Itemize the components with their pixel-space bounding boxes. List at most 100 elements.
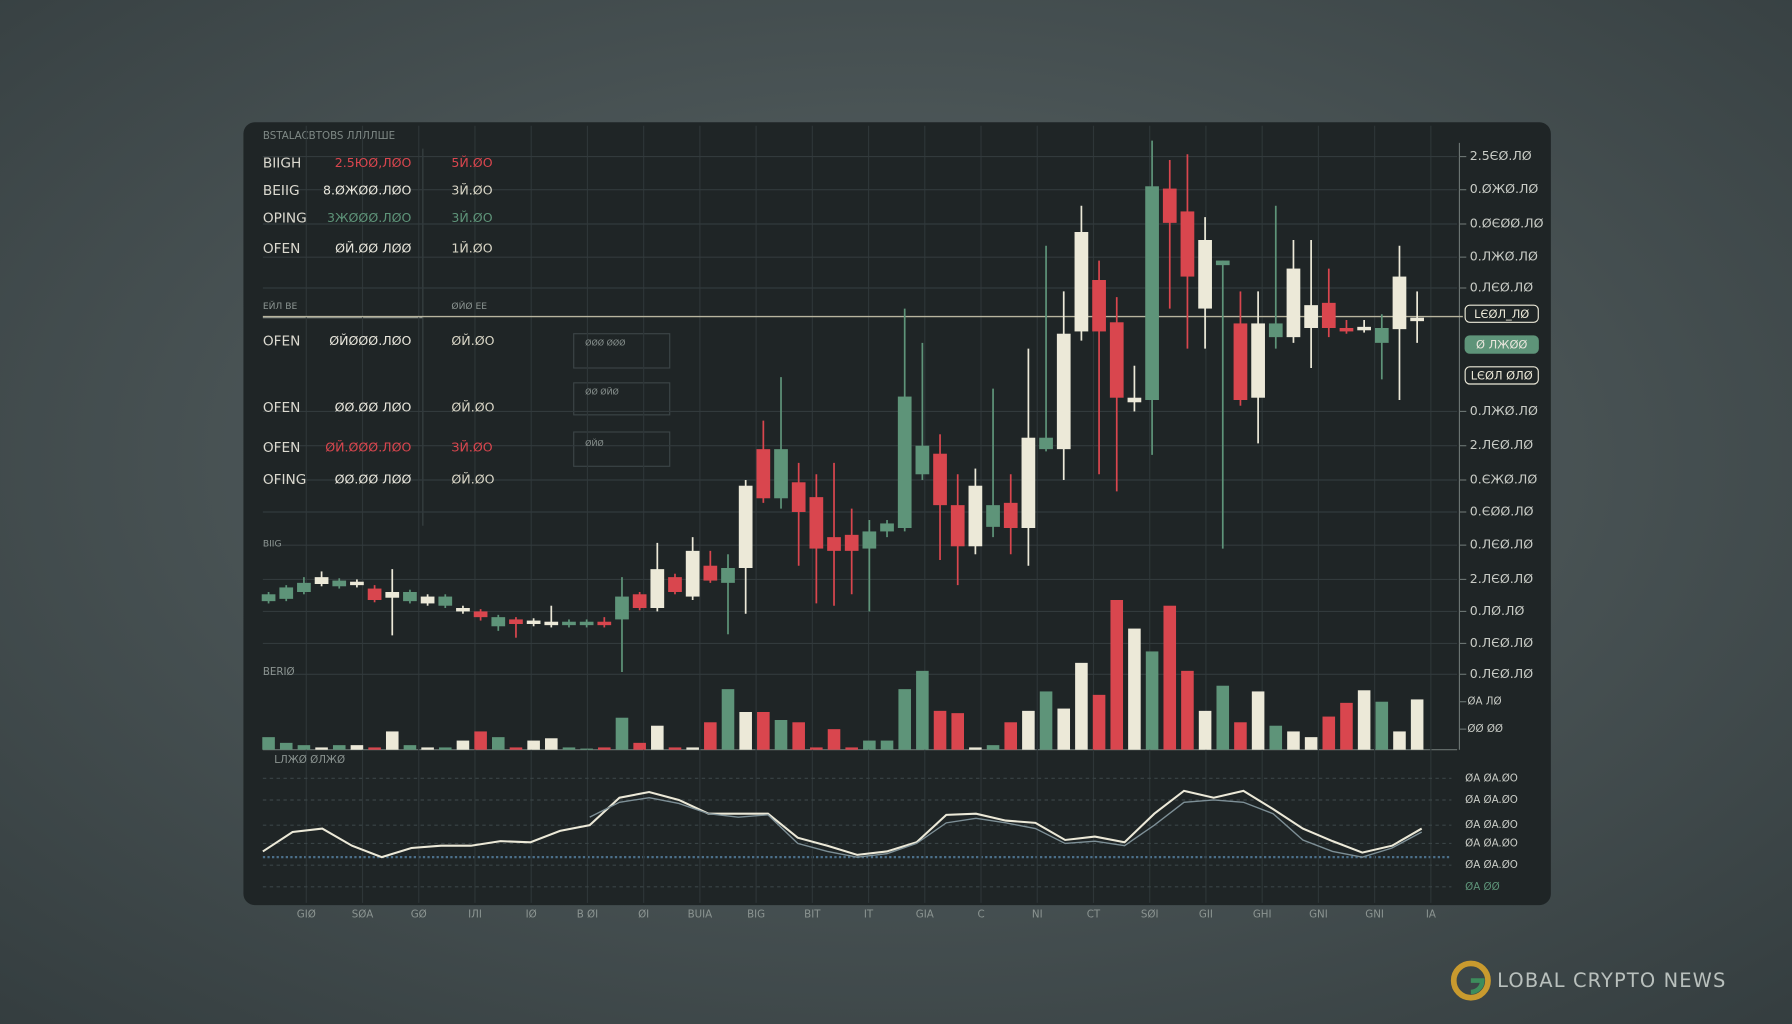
volume-bar <box>774 720 788 750</box>
volume-bar <box>1181 670 1194 750</box>
candle-body <box>862 531 877 549</box>
price-marker <box>1464 335 1539 354</box>
volume-bar <box>1128 628 1141 750</box>
candle-body <box>1339 328 1354 332</box>
candle-body <box>314 577 329 584</box>
volume-bar <box>297 745 311 750</box>
volume-bar <box>279 742 293 750</box>
indicator-line <box>262 789 1423 859</box>
price-marker-label: LЄØЛ ØЛØ <box>1471 369 1533 383</box>
indicator-tick-label: ØA ØA.ØO <box>1465 819 1518 831</box>
volume-bar <box>1163 605 1177 750</box>
volume-bar <box>545 738 558 750</box>
candle-body <box>562 621 576 626</box>
inset-box <box>573 431 671 467</box>
x-tick-label: GII <box>1199 908 1213 920</box>
volume-bar <box>1110 600 1124 750</box>
panel-value: ØЙ.ØØØ.ЛØO <box>325 440 411 455</box>
candle-body <box>367 588 382 600</box>
x-tick-label: ØI <box>638 908 649 920</box>
candle-body <box>1092 280 1106 332</box>
candle-body <box>385 592 400 598</box>
candle-body <box>1304 305 1318 328</box>
candle-body <box>1357 326 1371 331</box>
volume-bar <box>438 747 452 750</box>
volume-bar <box>1004 722 1018 750</box>
volume-bar <box>403 745 417 750</box>
volume-bar <box>1269 725 1283 750</box>
candle-body <box>279 587 294 599</box>
volume-bar <box>368 747 381 750</box>
candle-body <box>438 596 453 606</box>
x-tick-label: IT <box>864 908 874 920</box>
volume-bar <box>615 717 629 750</box>
candle-body <box>597 621 612 626</box>
volume-bar <box>898 689 911 750</box>
candle-body <box>261 594 276 602</box>
volume-bar <box>1251 691 1265 750</box>
candle-body <box>1162 188 1177 223</box>
volume-bar <box>509 747 523 750</box>
panel-section: BIIG <box>263 539 282 549</box>
y-tick-label: 2.5ЄØ.ЛØ <box>1470 148 1532 163</box>
x-tick-label: SØA <box>352 908 374 920</box>
volume-bar <box>315 747 328 750</box>
volume-bar <box>474 731 487 750</box>
x-tick-label: SØI <box>1141 908 1159 920</box>
x-tick-label: GNI <box>1309 908 1328 920</box>
volume-bar <box>1375 701 1389 750</box>
indicator-tick-label: ØA ØØ <box>1465 881 1500 893</box>
candle-body <box>1056 333 1071 450</box>
candle-body <box>774 449 788 499</box>
volume-bar <box>1234 722 1247 750</box>
volume-bar <box>1057 708 1071 750</box>
candle-body <box>1003 502 1018 528</box>
panel-section: ØЙØ ЕЕ <box>451 300 487 312</box>
candle-body <box>1374 328 1389 343</box>
y-tick-label: 0.ЛЄØ.ЛØ <box>1470 666 1534 681</box>
volume-bar <box>1092 694 1106 750</box>
x-tick-label: BIG <box>747 908 765 920</box>
logo <box>1470 978 1485 995</box>
candle-body <box>1286 268 1301 338</box>
volume-bar <box>757 712 770 750</box>
panel-change: ØЙ.ØO <box>451 333 494 348</box>
candle-body <box>1109 322 1124 398</box>
panel-label: OFING <box>263 472 307 488</box>
volume-bar <box>1340 702 1353 750</box>
volume-bar <box>332 745 346 750</box>
volume-bar <box>933 710 947 750</box>
x-tick-label: BUIA <box>688 908 713 920</box>
panel-value: ØЙ.ØØ ЛØØ <box>335 241 411 256</box>
candle-body <box>350 581 364 586</box>
candle-body <box>473 611 488 618</box>
volume-bar <box>598 747 611 750</box>
volume-bar <box>863 740 876 750</box>
volume-bar <box>1322 716 1336 750</box>
panel-value: 3ЖØØØ.ЛØO <box>327 210 412 225</box>
y-tick-label: 2.ЛЄØ.ЛØ <box>1470 571 1534 586</box>
volume-bar <box>1304 737 1318 750</box>
x-tick-label: BIT <box>804 908 821 920</box>
candle-body <box>703 565 718 581</box>
candle-body <box>1268 323 1283 338</box>
indicator-tick-label: ØA ØA.ØO <box>1465 772 1518 784</box>
panel-section: ЕЙЛ ВЕ <box>263 300 298 312</box>
candle-body <box>1215 260 1230 266</box>
candle-body <box>579 621 594 626</box>
volume-bar <box>704 722 717 750</box>
candle-body <box>1321 302 1336 328</box>
panel-label: BIIGH <box>263 155 301 171</box>
candle-body <box>1074 232 1089 332</box>
x-tick-label: CT <box>1087 908 1101 920</box>
candle-body <box>756 449 771 499</box>
candle-body <box>297 582 311 592</box>
chart-title: BSTALACBTOBS ЛЛЛЛШE <box>263 130 395 142</box>
volume-bar <box>262 737 275 750</box>
volume-bar <box>1022 710 1035 750</box>
watermark: LOBAL CRYPTO NEWS <box>1497 969 1726 992</box>
volume-bar <box>580 748 593 750</box>
candle-body <box>615 596 629 620</box>
volume-bar <box>951 713 964 750</box>
volume-bar <box>668 747 682 750</box>
